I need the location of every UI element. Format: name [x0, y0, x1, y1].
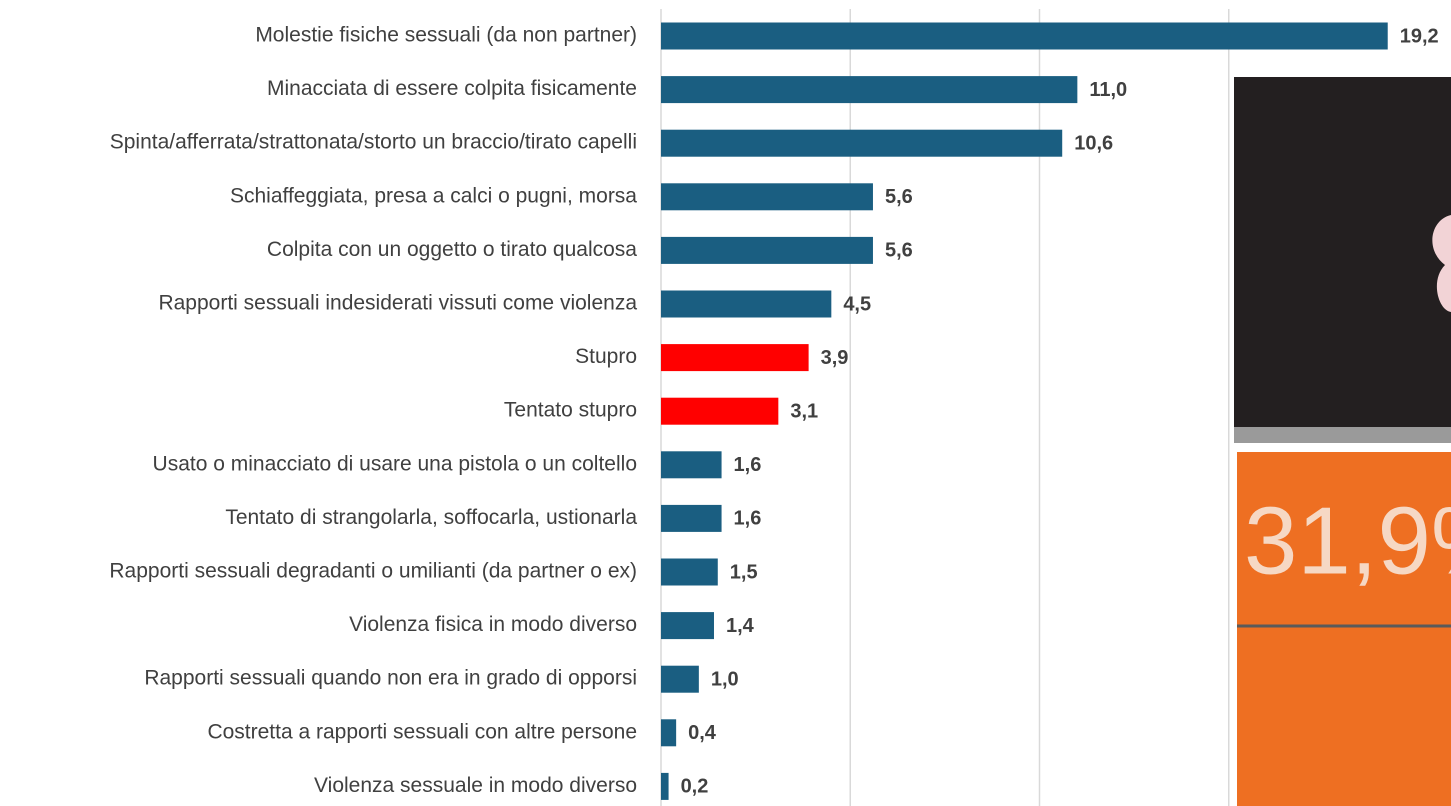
bar [661, 719, 676, 746]
overlay-images: 31,9% [1234, 77, 1451, 806]
bar [661, 666, 699, 693]
photo-strip [1234, 427, 1451, 443]
value-label: 1,0 [711, 668, 739, 690]
bar [661, 76, 1077, 103]
value-label: 1,6 [734, 454, 762, 476]
bar [661, 344, 809, 371]
category-label: Tentato di strangolarla, soffocarla, ust… [225, 506, 637, 529]
category-label: Molestie fisiche sessuali (da non partne… [255, 24, 637, 47]
value-label: 5,6 [885, 240, 913, 262]
bar [661, 237, 873, 264]
chart: Molestie fisiche sessuali (da non partne… [0, 0, 1451, 806]
stat-value: 31,9% [1244, 487, 1451, 594]
value-label: 0,2 [681, 776, 709, 798]
category-label: Schiaffeggiata, presa a calci o pugni, m… [230, 184, 637, 207]
value-label: 1,5 [730, 561, 758, 583]
dark-photo [1234, 77, 1451, 427]
bar [661, 559, 718, 586]
category-label: Violenza fisica in modo diverso [349, 613, 637, 636]
bar [661, 130, 1062, 157]
value-label: 3,1 [790, 400, 818, 422]
value-label: 4,5 [843, 293, 871, 315]
category-label: Stupro [575, 345, 637, 368]
bar [661, 773, 669, 800]
category-label: Usato o minacciato di usare una pistola … [153, 452, 637, 475]
value-label: 11,0 [1089, 79, 1127, 101]
bar [661, 398, 778, 425]
bar [661, 451, 722, 478]
bar [661, 505, 722, 532]
bar [661, 23, 1388, 50]
bar [661, 183, 873, 210]
category-label: Colpita con un oggetto o tirato qualcosa [267, 238, 637, 261]
page: {"chart_data": {"type": "hbar", "categor… [0, 0, 1451, 806]
category-label: Tentato stupro [504, 399, 637, 422]
category-label: Rapporti sessuali indesiderati vissuti c… [158, 292, 637, 315]
category-label: Rapporti sessuali degradanti o umilianti… [109, 560, 637, 583]
value-label: 1,6 [734, 508, 762, 530]
category-label: Violenza sessuale in modo diverso [314, 774, 637, 797]
category-label: Spinta/afferrata/strattonata/storto un b… [110, 131, 637, 154]
value-label: 10,6 [1074, 132, 1113, 154]
category-label: Minacciata di essere colpita fisicamente [267, 77, 637, 100]
bar [661, 291, 831, 318]
value-label: 3,9 [821, 347, 849, 369]
category-label: Costretta a rapporti sessuali con altre … [207, 720, 637, 743]
value-label: 0,4 [688, 722, 717, 744]
category-label: Rapporti sessuali quando non era in grad… [144, 667, 637, 690]
value-label: 1,4 [726, 615, 755, 637]
value-label: 5,6 [885, 186, 913, 208]
bar [661, 612, 714, 639]
value-label: 19,2 [1400, 25, 1439, 47]
